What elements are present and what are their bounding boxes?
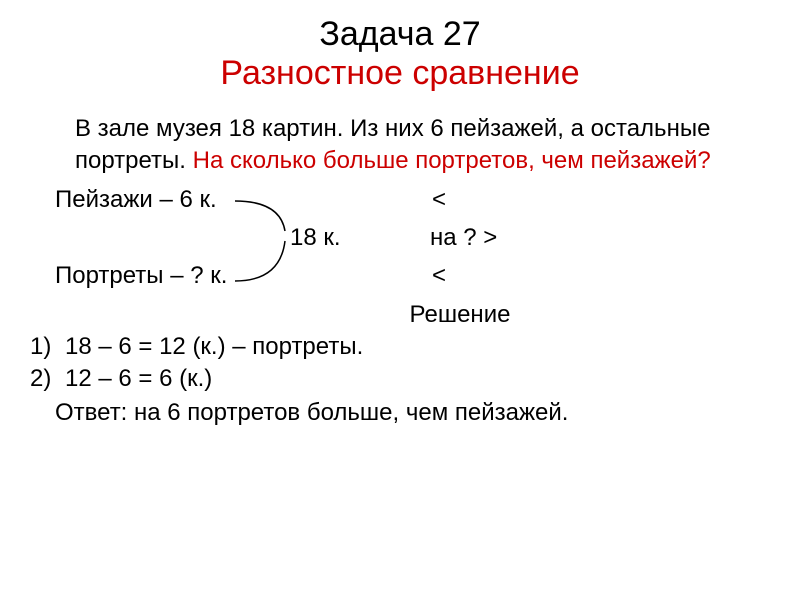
step2-number: 2) [30, 365, 65, 393]
data-section: Пейзажи – 6 к. 18 к. на ? > < < Портреты… [0, 186, 800, 301]
less-sign-2: < [432, 262, 446, 290]
solution-step-2: 2)12 – 6 = 6 (к.) [0, 365, 800, 393]
problem-highlight: На сколько больше портретов, чем пейзаже… [193, 147, 711, 174]
less-sign-1: < [432, 186, 446, 214]
step1-text: 18 – 6 = 12 (к.) – портреты. [65, 333, 363, 360]
answer-text: Ответ: на 6 портретов больше, чем пейзаж… [0, 399, 800, 427]
difference-question: на ? > [430, 224, 497, 252]
solution-heading: Решение [0, 301, 800, 329]
title-block: Задача 27 Разностное сравнение [0, 0, 800, 93]
solution-step-1: 1)18 – 6 = 12 (к.) – портреты. [0, 333, 800, 361]
step2-text: 12 – 6 = 6 (к.) [65, 365, 212, 392]
data-row-landscapes: Пейзажи – 6 к. [55, 186, 217, 214]
step1-number: 1) [30, 333, 65, 361]
title-line2: Разностное сравнение [0, 54, 800, 93]
data-row-portraits: Портреты – ? к. [55, 262, 227, 290]
problem-text: В зале музея 18 картин. Из них 6 пейзаже… [0, 113, 800, 178]
bracket-curve-icon [225, 191, 305, 291]
title-line1: Задача 27 [0, 15, 800, 54]
